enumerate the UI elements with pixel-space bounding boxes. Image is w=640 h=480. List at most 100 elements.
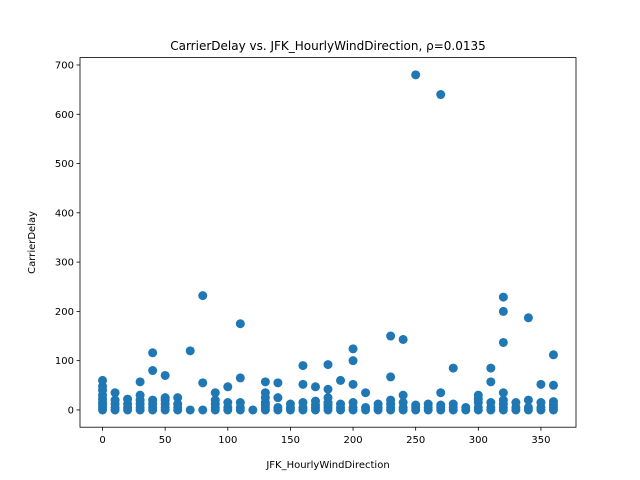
data-point xyxy=(123,394,133,404)
data-point xyxy=(498,395,508,405)
data-point xyxy=(348,356,358,366)
data-point xyxy=(398,390,408,400)
data-point xyxy=(273,402,283,412)
x-tick-label: 50 xyxy=(159,435,172,446)
data-point xyxy=(173,399,183,409)
data-point xyxy=(310,382,320,392)
data-point xyxy=(260,388,270,398)
data-point xyxy=(160,370,170,380)
data-point xyxy=(110,395,120,405)
data-point xyxy=(135,377,145,387)
data-point xyxy=(461,402,471,412)
y-tick-label: 200 xyxy=(55,307,74,318)
data-point xyxy=(386,331,396,341)
data-point xyxy=(348,344,358,354)
data-point xyxy=(436,90,446,100)
y-tick-label: 300 xyxy=(55,258,74,269)
data-point xyxy=(486,363,496,373)
data-point xyxy=(298,361,308,371)
data-point xyxy=(298,379,308,389)
data-point xyxy=(310,396,320,406)
x-axis-label: JFK_HourlyWindDirection xyxy=(265,460,389,471)
data-point xyxy=(223,382,233,392)
data-point xyxy=(185,405,195,415)
data-point xyxy=(448,363,458,373)
data-point xyxy=(536,398,546,408)
x-tick-label: 100 xyxy=(218,435,237,446)
data-point xyxy=(498,337,508,347)
data-point xyxy=(298,398,308,408)
data-point xyxy=(148,366,158,376)
data-point xyxy=(198,378,208,388)
data-point xyxy=(548,380,558,390)
data-point xyxy=(511,398,521,408)
data-point xyxy=(498,388,508,398)
y-tick-label: 600 xyxy=(55,110,74,121)
data-point xyxy=(411,400,421,410)
data-point xyxy=(498,292,508,302)
data-point xyxy=(198,291,208,301)
data-point xyxy=(386,372,396,382)
y-tick-label: 100 xyxy=(55,356,74,367)
data-point xyxy=(548,350,558,360)
data-point xyxy=(273,393,283,403)
data-point xyxy=(260,377,270,387)
y-tick-label: 700 xyxy=(55,60,74,71)
x-axis-ticks: 0 50 100 150 200 250 300 350 xyxy=(99,427,550,446)
y-axis-ticks: 0 100 200 300 400 500 600 700 xyxy=(55,60,80,416)
data-point xyxy=(148,348,158,358)
y-tick-label: 500 xyxy=(55,159,74,170)
data-point xyxy=(361,402,371,412)
data-point xyxy=(336,399,346,409)
data-point xyxy=(235,398,245,408)
data-point xyxy=(173,393,183,403)
data-point xyxy=(160,393,170,403)
data-point xyxy=(323,360,333,370)
data-point xyxy=(398,334,408,344)
data-point xyxy=(348,379,358,389)
data-point xyxy=(523,402,533,412)
data-point xyxy=(473,390,483,400)
data-point xyxy=(98,375,108,385)
points-layer xyxy=(98,70,558,415)
data-point xyxy=(323,384,333,394)
data-point xyxy=(235,319,245,329)
x-tick-label: 350 xyxy=(531,435,550,446)
data-point xyxy=(223,398,233,408)
y-tick-label: 0 xyxy=(68,405,74,416)
data-point xyxy=(135,390,145,400)
y-tick-label: 400 xyxy=(55,208,74,219)
data-point xyxy=(323,393,333,403)
data-point xyxy=(548,397,558,407)
data-point xyxy=(110,388,120,398)
x-tick-label: 150 xyxy=(281,435,300,446)
data-point xyxy=(523,313,533,323)
chart-title: CarrierDelay vs. JFK_HourlyWindDirection… xyxy=(170,39,486,53)
data-point xyxy=(348,398,358,408)
data-point xyxy=(423,399,433,409)
data-point xyxy=(523,395,533,405)
data-point xyxy=(198,405,208,415)
data-point xyxy=(336,375,346,385)
data-point xyxy=(486,377,496,387)
x-tick-label: 200 xyxy=(344,435,363,446)
x-tick-label: 300 xyxy=(469,435,488,446)
data-point xyxy=(398,398,408,408)
data-point xyxy=(436,400,446,410)
data-point xyxy=(273,378,283,388)
data-point xyxy=(248,405,258,415)
plot-area-frame xyxy=(79,57,577,428)
data-point xyxy=(185,346,195,356)
data-point xyxy=(210,395,220,405)
data-point xyxy=(148,395,158,405)
data-point xyxy=(361,388,371,398)
data-point xyxy=(373,399,383,409)
data-point xyxy=(448,399,458,409)
data-point xyxy=(411,70,421,80)
x-tick-label: 0 xyxy=(99,435,105,446)
data-point xyxy=(436,388,446,398)
x-tick-label: 250 xyxy=(406,435,425,446)
data-point xyxy=(536,379,546,389)
data-point xyxy=(210,388,220,398)
